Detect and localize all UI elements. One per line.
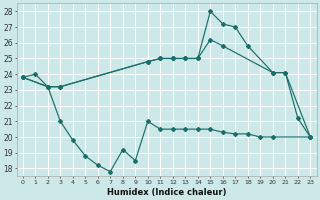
- X-axis label: Humidex (Indice chaleur): Humidex (Indice chaleur): [107, 188, 226, 197]
